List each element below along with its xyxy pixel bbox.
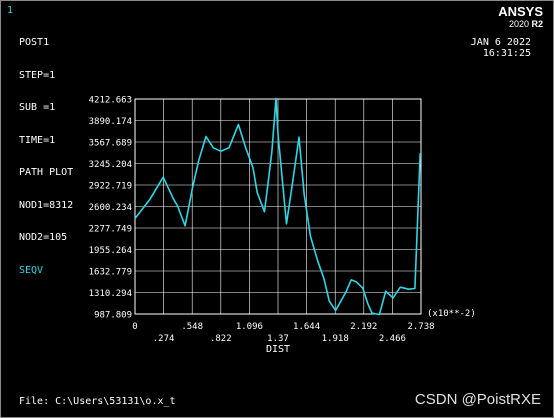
info-line: PATH PLOT: [19, 167, 74, 178]
item-label: SEQV: [19, 264, 44, 276]
x-tick-label: .274: [153, 334, 175, 344]
plot-info-block: POST1 STEP=1 SUB =1 TIME=1 PATH PLOT NOD…: [19, 15, 73, 297]
x-axis-label: DIST: [266, 344, 290, 355]
x-tick-label: 2.466: [379, 334, 406, 344]
info-line: NOD1=8312: [19, 199, 74, 211]
info-line: STEP=1: [19, 69, 56, 81]
y-axis-ticks: 4212.663 3890.174 3567.689 3245.204 2922.719…: [89, 96, 132, 321]
x-tick-label: 1.096: [236, 322, 263, 332]
file-path-text: File: C:\Users\53131\o.x_t: [19, 396, 176, 407]
window-index: 1: [7, 5, 14, 16]
y-tick-label: 1310.294: [89, 289, 132, 299]
y-tick-label: 1955.264: [89, 246, 132, 256]
brand-name: ANSYS: [498, 4, 543, 19]
x-tick-label: 1.644: [293, 322, 320, 332]
y-tick-label: 2277.749: [89, 225, 132, 235]
x-tick-label: 1.37: [267, 334, 289, 344]
brand-version: 2020 R2: [498, 19, 543, 29]
release-label: R2: [531, 19, 543, 29]
version-number: 2020: [508, 19, 529, 29]
y-tick-label: 1632.779: [89, 268, 132, 278]
watermark: CSDN @PoistRXE: [414, 391, 541, 408]
x-axis-multiplier: (x10**-2): [427, 309, 476, 319]
ansys-logo: ANSYS 2020 R2: [498, 4, 543, 30]
info-line: POST1: [19, 37, 50, 48]
y-tick-label: 2600.234: [89, 203, 132, 213]
timestamp: JAN 6 2022 16:31:25: [471, 37, 531, 59]
series-line-seqv: [134, 97, 421, 316]
info-line: SUB =1: [19, 102, 56, 113]
x-axis-ticks: 0 .274 .548 .822 1.096 1.37 1.6441.9182.1922.4…: [132, 322, 434, 344]
y-tick-label: 987.809: [94, 311, 132, 321]
y-tick-label: 4212.663: [89, 96, 132, 106]
y-tick-label: 2922.719: [89, 182, 132, 192]
x-tick-label: 1.918: [322, 334, 349, 344]
x-tick-label: .822: [210, 334, 232, 344]
x-tick-label: 2.192: [350, 322, 377, 332]
y-tick-label: 3567.689: [89, 139, 132, 149]
info-line: TIME=1: [19, 134, 56, 146]
info-line: NOD2=105: [19, 232, 68, 243]
y-tick-label: 3245.204: [89, 160, 132, 170]
axes-frame: [134, 98, 422, 315]
time-text: 16:31:25: [482, 48, 531, 59]
date-text: JAN 6 2022: [470, 37, 531, 48]
x-tick-label: 0: [132, 322, 137, 332]
grid: [135, 99, 421, 314]
x-tick-label: 2.738: [407, 322, 434, 332]
y-tick-label: 3890.174: [89, 117, 132, 127]
x-tick-label: .548: [181, 322, 203, 332]
